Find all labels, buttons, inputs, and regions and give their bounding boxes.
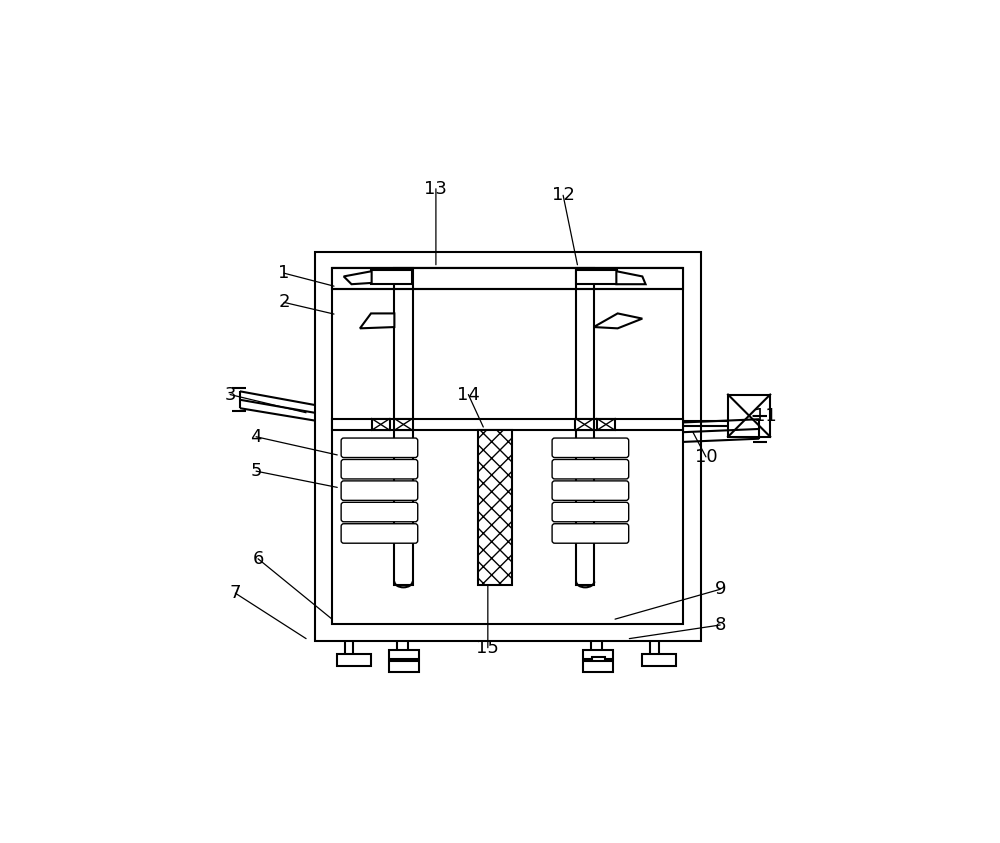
Bar	[728, 395, 770, 437]
FancyBboxPatch shape	[341, 502, 418, 522]
Bar	[642, 654, 676, 666]
Polygon shape	[360, 314, 394, 328]
Text: 13: 13	[424, 180, 447, 198]
Bar	[583, 661, 613, 673]
Polygon shape	[594, 314, 642, 328]
Text: 7: 7	[230, 584, 241, 602]
Text: 5: 5	[250, 462, 262, 481]
Bar	[315, 252, 701, 642]
Bar	[597, 419, 615, 430]
Bar	[592, 658, 605, 664]
FancyBboxPatch shape	[552, 459, 629, 479]
Text: 14: 14	[457, 385, 480, 404]
Bar	[372, 419, 390, 430]
FancyBboxPatch shape	[552, 438, 629, 458]
Bar	[371, 270, 412, 284]
Polygon shape	[616, 271, 646, 284]
Bar	[394, 419, 413, 430]
Text: 6: 6	[252, 550, 264, 568]
Bar	[337, 654, 371, 666]
Bar	[576, 270, 617, 284]
Bar	[394, 268, 413, 585]
FancyBboxPatch shape	[341, 481, 418, 501]
Text: 12: 12	[552, 186, 575, 204]
Bar	[332, 268, 683, 289]
FancyBboxPatch shape	[341, 524, 418, 543]
Bar	[478, 430, 512, 585]
Text: 1: 1	[278, 264, 290, 282]
FancyBboxPatch shape	[341, 438, 418, 458]
Polygon shape	[344, 271, 372, 284]
Text: 4: 4	[250, 427, 262, 446]
Text: 10: 10	[695, 448, 717, 466]
FancyBboxPatch shape	[552, 524, 629, 543]
Bar	[389, 661, 419, 673]
Bar	[332, 419, 683, 430]
Bar	[332, 268, 683, 624]
Bar	[583, 650, 613, 659]
Bar	[389, 650, 419, 659]
Text: 8: 8	[715, 616, 726, 634]
Text: 9: 9	[714, 580, 726, 599]
FancyBboxPatch shape	[552, 481, 629, 501]
Bar	[575, 419, 594, 430]
Text: 11: 11	[754, 407, 777, 425]
Text: 3: 3	[224, 385, 236, 404]
Text: 2: 2	[278, 293, 290, 311]
Bar	[576, 268, 594, 585]
FancyBboxPatch shape	[552, 502, 629, 522]
Text: 15: 15	[476, 639, 499, 657]
FancyBboxPatch shape	[341, 459, 418, 479]
